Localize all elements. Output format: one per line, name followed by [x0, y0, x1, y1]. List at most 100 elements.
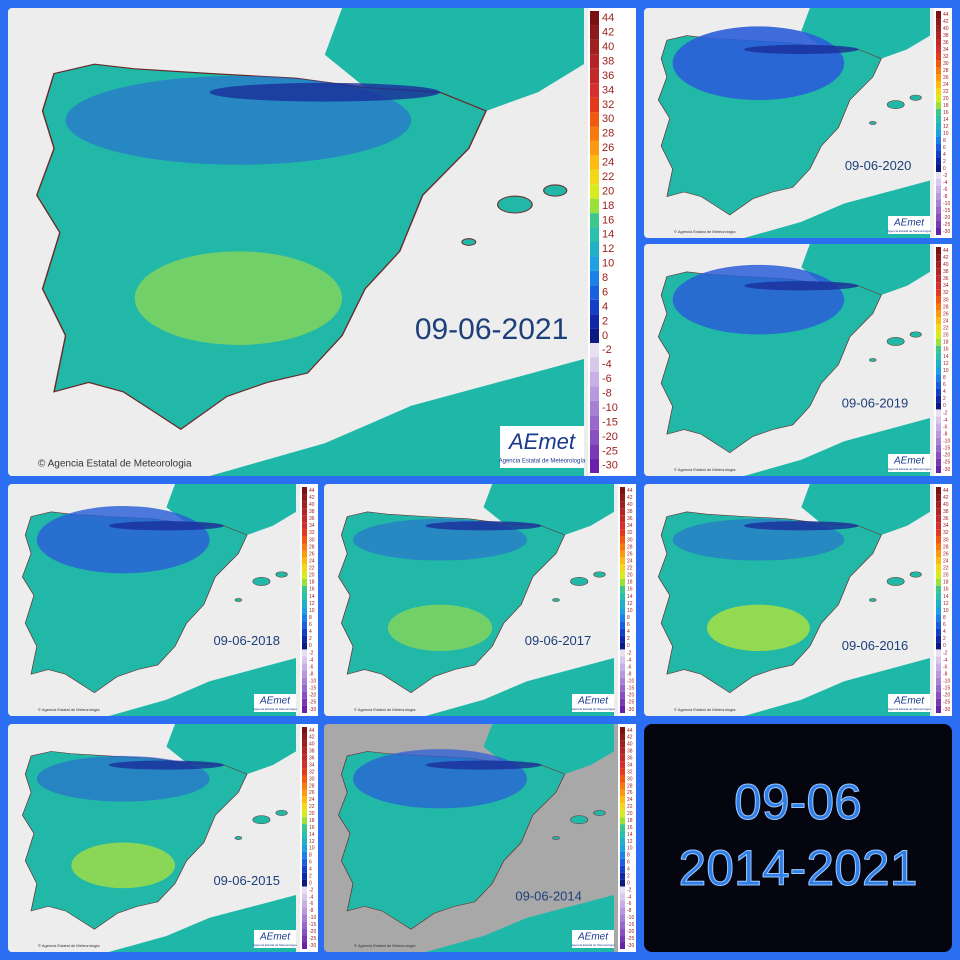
- colorbar-label: 42: [309, 495, 315, 501]
- cold-area: [108, 760, 225, 770]
- colorbar-cell: [936, 261, 941, 269]
- colorbar-label: 40: [602, 41, 614, 53]
- panel-date: 09-06-2016: [842, 638, 909, 653]
- colorbar-label: -25: [943, 700, 950, 706]
- colorbar-label: 44: [309, 728, 315, 734]
- colorbar-cell: [936, 522, 941, 530]
- colorbar-cell: [936, 684, 941, 692]
- colorbar-cell: [936, 557, 941, 565]
- colorbar-cell: [302, 564, 307, 572]
- colorbar-cell: [936, 677, 941, 685]
- colorbar-label: 26: [943, 75, 949, 81]
- credit: © Agencia Estatal de Meteorologia: [674, 229, 736, 234]
- colorbar-label: 2: [309, 636, 312, 642]
- colorbar-cell: [936, 324, 941, 332]
- colorbar-cell: [936, 289, 941, 297]
- logo-box: [254, 694, 296, 712]
- colorbar-cell: [936, 172, 941, 179]
- colorbar-cell: [590, 400, 599, 416]
- colorbar-label: -8: [602, 388, 612, 400]
- colorbar-cell: [590, 429, 599, 445]
- colorbar-label: -25: [602, 445, 618, 457]
- logo-box: [572, 930, 614, 948]
- colorbar-cell: [590, 169, 599, 185]
- colorbar-cell: [620, 886, 625, 894]
- colorbar-cell: [302, 831, 307, 838]
- colorbar-label: 24: [309, 797, 315, 803]
- island: [234, 836, 243, 840]
- colorbar-label: -6: [309, 664, 314, 670]
- colorbar-label: -15: [309, 686, 316, 692]
- colorbar-label: -10: [943, 439, 950, 445]
- colorbar-cell: [620, 900, 625, 908]
- colorbar-label: 20: [309, 573, 315, 579]
- colorbar-label: 12: [309, 839, 315, 845]
- colorbar-cell: [302, 635, 307, 643]
- colorbar-label: 20: [943, 96, 949, 102]
- colorbar-label: 30: [943, 61, 949, 67]
- colorbar-cell: [302, 886, 307, 894]
- colorbar-cell: [620, 858, 625, 866]
- colorbar-label: 6: [602, 286, 608, 298]
- summary-panel: [644, 724, 952, 952]
- colorbar-label: 2: [943, 159, 946, 165]
- colorbar-label: 0: [627, 643, 630, 649]
- colorbar-label: 2: [943, 636, 946, 642]
- colorbar-label: 14: [309, 832, 315, 838]
- colorbar-cell: [302, 879, 307, 887]
- colorbar-cell: [302, 614, 307, 622]
- colorbar-label: 32: [602, 99, 614, 111]
- colorbar-cell: [936, 501, 941, 509]
- colorbar-label: -10: [602, 402, 618, 414]
- credit: © Agencia Estatal de Meteorologia: [38, 707, 100, 712]
- colorbar-cell: [302, 663, 307, 671]
- logo-subtitle: Agencia Estatal de Meteorología: [571, 943, 615, 947]
- colorbar-label: 30: [309, 776, 315, 782]
- colorbar-label: -4: [309, 894, 314, 900]
- colorbar-cell: [590, 357, 599, 372]
- colorbar-label: -20: [943, 453, 950, 459]
- colorbar-cell: [302, 508, 307, 516]
- colorbar-cell: [936, 25, 941, 32]
- colorbar-cell: [936, 151, 941, 158]
- colorbar-cell: [620, 893, 625, 901]
- cold-area: [672, 264, 845, 335]
- colorbar-cell: [936, 494, 941, 502]
- colorbar-cell: [590, 198, 599, 214]
- colorbar-cell: [620, 928, 625, 936]
- colorbar-label: -8: [943, 431, 948, 437]
- map-panel: 4442403836343230282624222018161412108642…: [644, 484, 952, 716]
- colorbar-cell: [936, 46, 941, 53]
- colorbar-cell: [936, 635, 941, 643]
- colorbar-label: 40: [627, 502, 633, 508]
- colorbar-label: 10: [309, 608, 315, 614]
- colorbar-label: 18: [309, 580, 315, 586]
- colorbar-cell: [936, 578, 941, 586]
- colorbar-label: 10: [309, 846, 315, 852]
- colorbar-label: 0: [627, 880, 630, 886]
- cold-area: [425, 521, 542, 531]
- colorbar-cell: [936, 536, 941, 544]
- colorbar-label: 34: [309, 762, 315, 768]
- colorbar-label: 14: [943, 117, 949, 123]
- map: [37, 8, 584, 476]
- colorbar-cell: [936, 543, 941, 551]
- island: [570, 577, 589, 586]
- colorbar-cell: [302, 733, 307, 741]
- colorbar-label: -10: [627, 679, 634, 685]
- colorbar-cell: [302, 824, 307, 832]
- colorbar-cell: [936, 352, 941, 360]
- colorbar-cell: [302, 838, 307, 845]
- colorbar-label: 0: [309, 880, 312, 886]
- colorbar-cell: [590, 343, 599, 358]
- colorbar-label: -8: [943, 671, 948, 677]
- colorbar-cell: [302, 858, 307, 866]
- colorbar-cell: [620, 691, 625, 699]
- colorbar-cell: [302, 844, 307, 852]
- colorbar-cell: [620, 782, 625, 790]
- colorbar-label: -30: [943, 229, 950, 235]
- colorbar-cell: [620, 879, 625, 887]
- colorbar-cell: [620, 831, 625, 838]
- colorbar-cell: [590, 386, 599, 401]
